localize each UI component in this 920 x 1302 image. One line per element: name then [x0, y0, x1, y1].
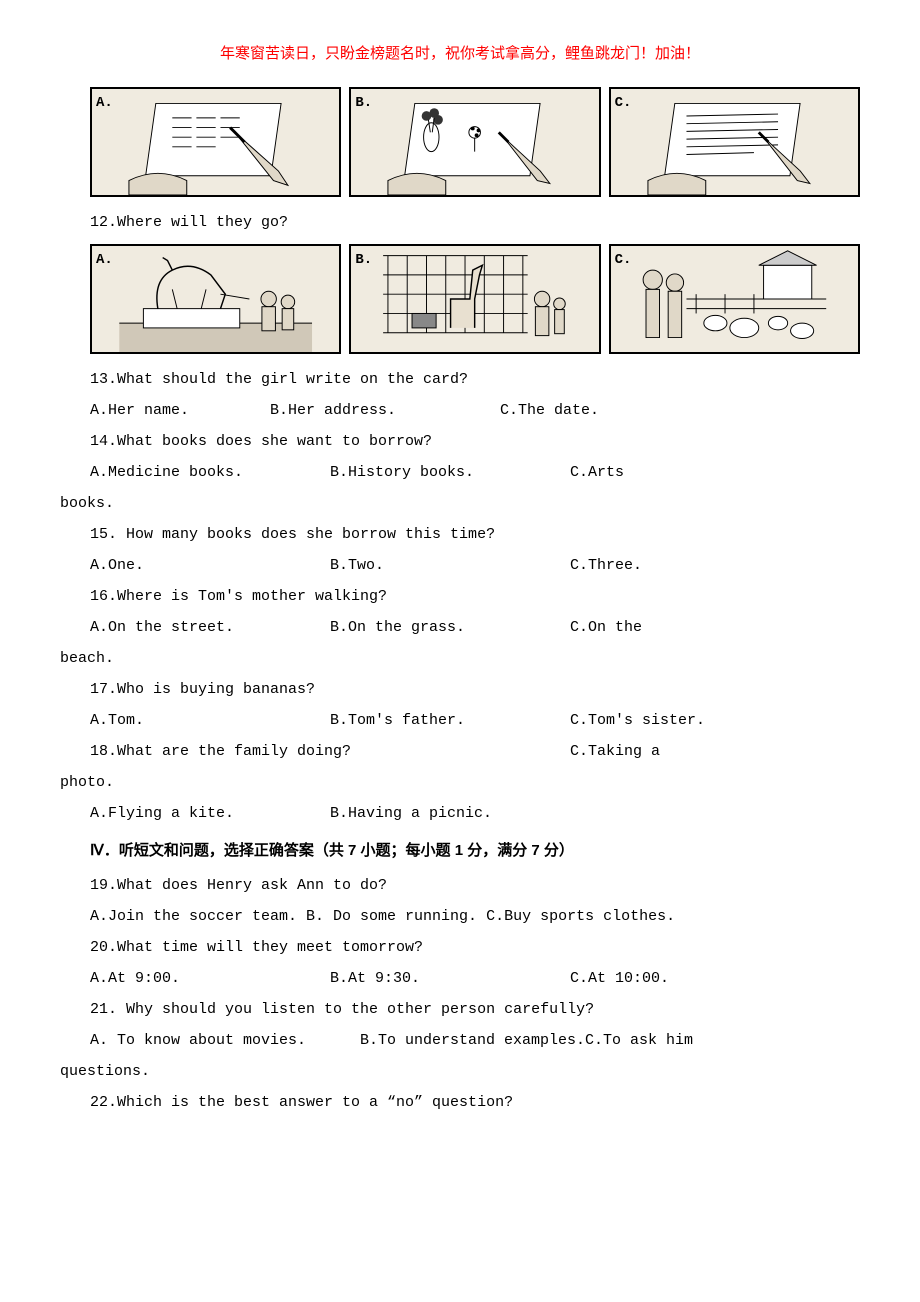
option-b: B.History books. [330, 459, 570, 486]
drawing-writing [609, 87, 860, 197]
question-12: 12.Where will they go? [60, 209, 860, 236]
option-b: B.At 9:30. [330, 965, 570, 992]
header-encouragement: 年寒窗苦读日，只盼金榜题名时，祝你考试拿高分，鲤鱼跳龙门！加油！ [60, 40, 860, 67]
option-b: B.Tom's father. [330, 707, 570, 734]
option-label-c: C. [615, 248, 632, 273]
option-c: C.At 10:00. [570, 965, 860, 992]
image-options-row-q12: A. B. [90, 244, 860, 354]
option-label-a: A. [96, 91, 113, 116]
options-21-wrap: questions. [60, 1058, 860, 1085]
options-15: A.One. B.Two. C.Three. [60, 552, 860, 579]
options-18: A.Flying a kite. B.Having a picnic. [60, 800, 860, 827]
drawing-flowers [349, 87, 600, 197]
question-13: 13.What should the girl write on the car… [60, 366, 860, 393]
question-19: 19.What does Henry ask Ann to do? [60, 872, 860, 899]
drawing-calligraphy [90, 87, 341, 197]
zoo-giraffe [349, 244, 600, 354]
image-options-row-q11: A. B. [90, 87, 860, 197]
option-a: A.Medicine books. [90, 459, 330, 486]
options-14: A.Medicine books. B.History books. C.Art… [60, 459, 860, 486]
option-a: A.Flying a kite. [90, 800, 330, 827]
option-bc: B.To understand examples.C.To ask him [360, 1027, 693, 1054]
option-a: A.On the street. [90, 614, 330, 641]
option-label-b: B. [355, 91, 372, 116]
option-a-image-museum: A. [90, 244, 341, 354]
option-c: C.Tom's sister. [570, 707, 860, 734]
options-19: A.Join the soccer team. B. Do some runni… [60, 903, 860, 930]
option-label-b: B. [355, 248, 372, 273]
question-21: 21. Why should you listen to the other p… [60, 996, 860, 1023]
option-b: B.Her address. [270, 397, 500, 424]
options-13: A.Her name. B.Her address. C.The date. [60, 397, 860, 424]
option-b-image-zoo: B. [349, 244, 600, 354]
option-label-c: C. [615, 91, 632, 116]
farm-scene [609, 244, 860, 354]
option-a: A. To know about movies. [90, 1027, 360, 1054]
question-18: 18.What are the family doing? [90, 738, 570, 765]
option-c: C.Three. [570, 552, 860, 579]
options-20: A.At 9:00. B.At 9:30. C.At 10:00. [60, 965, 860, 992]
options-16-wrap: beach. [60, 645, 860, 672]
option-b: B.On the grass. [330, 614, 570, 641]
options-18-wrap: photo. [60, 769, 860, 796]
option-a: A.One. [90, 552, 330, 579]
option-b: B.Two. [330, 552, 570, 579]
question-16: 16.Where is Tom's mother walking? [60, 583, 860, 610]
option-a: A.Tom. [90, 707, 330, 734]
question-20: 20.What time will they meet tomorrow? [60, 934, 860, 961]
option-a: A.At 9:00. [90, 965, 330, 992]
option-c: C.On the [570, 614, 860, 641]
question-17: 17.Who is buying bananas? [60, 676, 860, 703]
options-16: A.On the street. B.On the grass. C.On th… [60, 614, 860, 641]
question-18-line: 18.What are the family doing? C.Taking a [60, 738, 860, 765]
option-a: A.Her name. [90, 397, 270, 424]
question-14: 14.What books does she want to borrow? [60, 428, 860, 455]
option-c-inline: C.Taking a [570, 738, 660, 765]
option-c: C.The date. [500, 397, 860, 424]
option-b-image: B. [349, 87, 600, 197]
option-c: C.Arts [570, 459, 860, 486]
option-c-image-farm: C. [609, 244, 860, 354]
options-21: A. To know about movies. B.To understand… [60, 1027, 860, 1054]
option-c-image: C. [609, 87, 860, 197]
option-label-a: A. [96, 248, 113, 273]
section-iv-title: Ⅳ．听短文和问题，选择正确答案（共 7 小题；每小题 1 分，满分 7 分） [60, 837, 860, 864]
options-14-wrap: books. [60, 490, 860, 517]
museum-dinosaur [90, 244, 341, 354]
question-22: 22.Which is the best answer to a “no” qu… [60, 1089, 860, 1116]
option-b: B.Having a picnic. [330, 800, 570, 827]
question-15: 15. How many books does she borrow this … [60, 521, 860, 548]
option-a-image: A. [90, 87, 341, 197]
options-17: A.Tom. B.Tom's father. C.Tom's sister. [60, 707, 860, 734]
